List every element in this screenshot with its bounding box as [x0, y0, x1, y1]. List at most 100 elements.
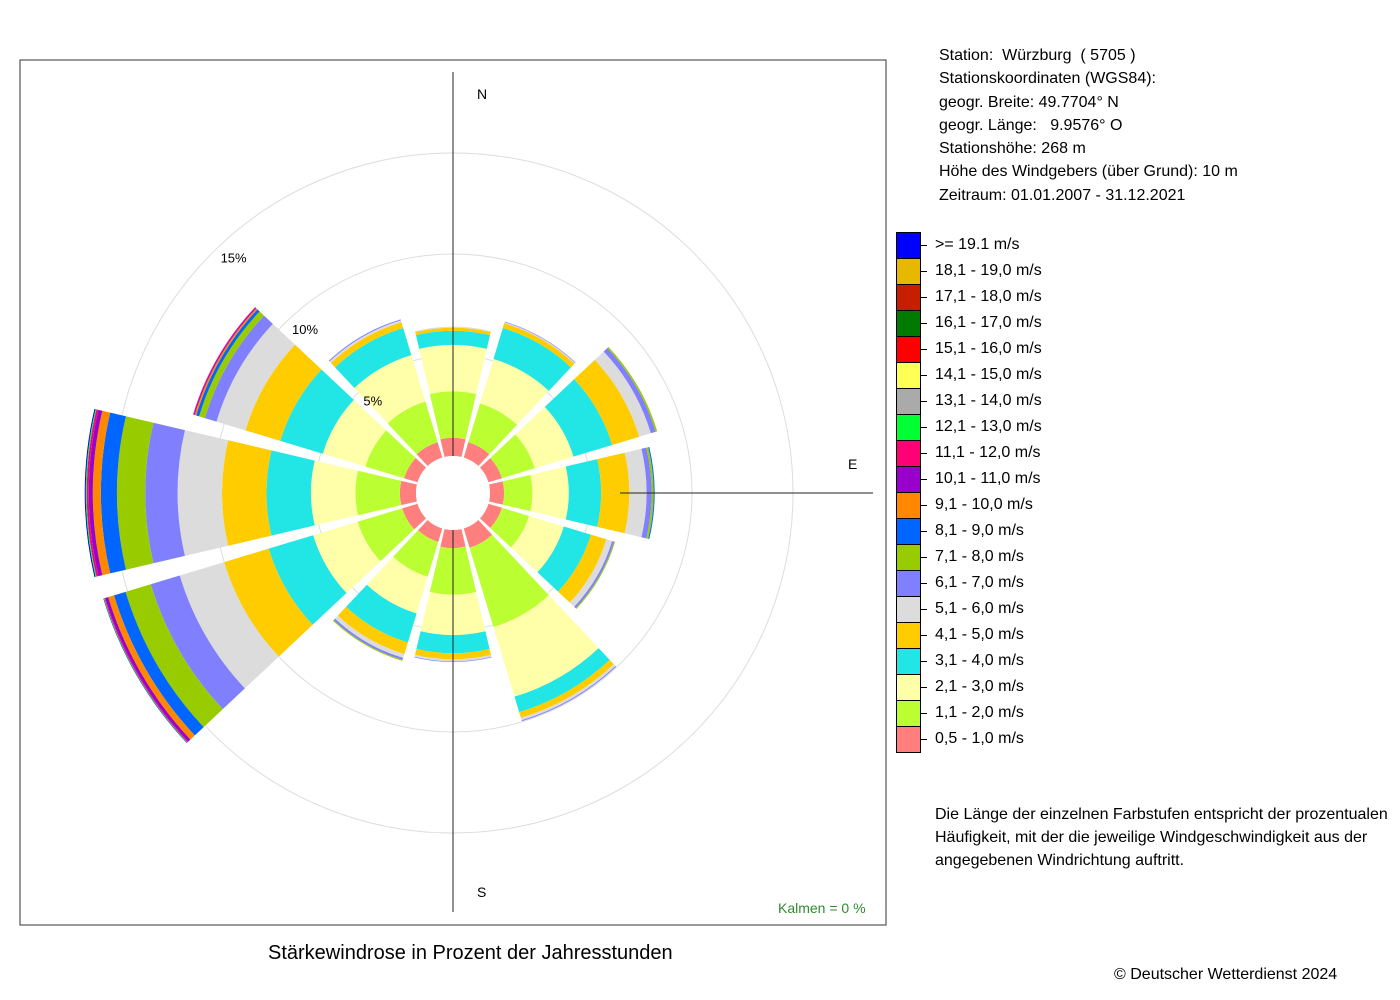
sector-90-bin-1 [502, 474, 533, 512]
legend-swatch [896, 310, 921, 336]
copyright-text: © Deutscher Wetterdienst 2024 [1114, 966, 1338, 983]
sector-210-bin-3 [346, 584, 417, 643]
sector-120-bin-6 [574, 541, 615, 609]
station-info-line: geogr. Länge: 9.9576° O [939, 116, 1123, 134]
sector-270-bin-4 [222, 440, 272, 546]
ring-label-5: 5% [363, 393, 382, 408]
center-hole [416, 456, 490, 530]
sector-270-bin-3 [266, 450, 315, 536]
sector-240-bin-1 [357, 508, 415, 562]
sector-300-bin-2 [322, 399, 387, 467]
sector-240-bin-2 [313, 521, 381, 593]
legend-swatch [896, 388, 921, 414]
sector-240-bin-4 [224, 548, 313, 657]
sector-0-bin-5 [415, 326, 491, 333]
legend-label: 1,1 - 2,0 m/s [921, 700, 1042, 726]
sector-60-bin-4 [574, 359, 640, 445]
sector-60-bin-1 [490, 434, 535, 479]
legend-swatch [896, 570, 921, 596]
sector-240-bin-3 [268, 535, 347, 625]
legend-label: 17,1 - 18,0 m/s [921, 284, 1042, 310]
sector-240-bin-9 [108, 595, 195, 740]
station-info: Station: Würzburg ( 5705 ) Stationskoordi… [939, 44, 1238, 207]
legend-swatch [896, 440, 921, 466]
sector-270-bin-2 [310, 460, 358, 526]
sector-90-bin-8 [648, 446, 655, 540]
legend-label: 13,1 - 14,0 m/s [921, 388, 1042, 414]
sector-210-bin-4 [337, 606, 408, 655]
sector-150-bin-3 [514, 648, 610, 713]
sector-270-bin-1 [355, 470, 402, 516]
sector-120-bin-3 [537, 526, 591, 592]
sector-120-bin-5 [569, 539, 613, 607]
sector-300-bin-7 [199, 311, 265, 419]
legend-label: 12,1 - 13,0 m/s [921, 414, 1042, 440]
legend-swatch [896, 596, 921, 622]
sector-330-bin-5 [329, 320, 402, 363]
compass-e-label: E [848, 456, 857, 472]
sector-120-bin-1 [490, 507, 530, 548]
legend-label: 2,1 - 3,0 m/s [921, 674, 1042, 700]
ring-label-10: 10% [292, 322, 318, 337]
legend-label: 9,1 - 10,0 m/s [921, 492, 1042, 518]
station-info-line: geogr. Breite: 49.7704° N [939, 93, 1119, 111]
legend-swatch [896, 232, 921, 258]
sector-120-bin-0 [479, 503, 502, 529]
sector-210-bin-2 [366, 556, 428, 614]
sector-30-bin-4 [502, 323, 575, 368]
legend-label: 10,1 - 11,0 m/s [921, 466, 1042, 492]
sector-300-bin-6 [204, 315, 273, 422]
ring-label-15: 15% [221, 251, 247, 266]
legend-label: 18,1 - 19,0 m/s [921, 258, 1042, 284]
sector-150-bin-4 [519, 659, 614, 718]
sector-90-bin-6 [641, 447, 652, 539]
sector-90-bin-7 [646, 447, 654, 539]
sector-240-bin-7 [125, 584, 223, 728]
sector-330-bin-3 [335, 328, 412, 388]
legend-swatch [896, 622, 921, 648]
sector-30-bin-3 [493, 328, 571, 391]
sector-0-bin-4 [415, 327, 491, 336]
legend-colorbar [896, 232, 921, 753]
sector-210-bin-1 [393, 530, 439, 577]
sector-210-bin-5 [335, 615, 405, 658]
sector-210-bin-0 [417, 519, 443, 542]
legend-label: 11,1 - 12,0 m/s [921, 440, 1042, 466]
sector-210-bin-6 [333, 618, 404, 660]
sector-60-bin-6 [603, 348, 656, 434]
sector-270-bin-9 [92, 410, 111, 576]
sector-270-bin-0 [399, 480, 417, 506]
legend-label: 16,1 - 17,0 m/s [921, 310, 1042, 336]
sector-60-bin-0 [479, 457, 502, 483]
legend-label: 5,1 - 6,0 m/s [921, 596, 1042, 622]
sector-270-bin-10 [88, 409, 103, 577]
sector-240-bin-6 [150, 575, 245, 710]
legend-swatch [896, 492, 921, 518]
sector-270-bin-7 [117, 416, 154, 570]
legend-label: >= 19.1 m/s [921, 232, 1042, 258]
sector-90-bin-4 [597, 452, 630, 534]
sector-180-bin-6 [414, 656, 492, 662]
sector-300-bin-4 [245, 344, 322, 441]
legend-label: 15,1 - 16,0 m/s [921, 336, 1042, 362]
station-info-line: Station: Würzburg ( 5705 ) [939, 47, 1136, 64]
sector-120-bin-4 [558, 534, 607, 603]
station-info-line: Stationskoordinaten (WGS84): [939, 70, 1156, 88]
legend-label: 7,1 - 8,0 m/s [921, 544, 1042, 570]
sector-330-bin-0 [416, 442, 443, 467]
legend-labels: >= 19.1 m/s 18,1 - 19,0 m/s 17,1 - 18,0 m/… [921, 232, 1042, 752]
sector-90-bin-2 [530, 466, 569, 520]
sector-300-bin-1 [365, 430, 416, 479]
sector-330-bin-2 [354, 355, 426, 424]
legend-swatch [896, 362, 921, 388]
sector-270-bin-8 [100, 412, 126, 574]
sector-240-bin-0 [402, 503, 427, 530]
legend-label: 14,1 - 15,0 m/s [921, 362, 1042, 388]
sector-240-bin-5 [179, 562, 279, 689]
sector-120-bin-2 [510, 515, 564, 573]
sector-90-bin-3 [565, 459, 602, 527]
plot-frame [19, 59, 887, 926]
legend-swatch [896, 674, 921, 700]
legend-swatch [896, 466, 921, 492]
